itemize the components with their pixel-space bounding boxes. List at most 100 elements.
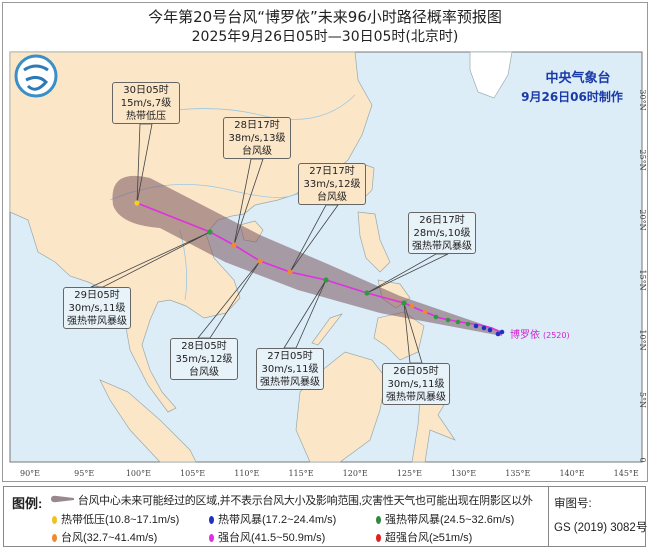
label-leader: [136, 123, 153, 204]
typhoon-track-map: 90°E 95°E 100°E 105°E 110°E 115°E 120°E 125°E 13…: [9, 51, 647, 478]
past-track-point: [465, 321, 471, 327]
past-track-point: [487, 327, 493, 333]
label-leader: [289, 204, 339, 273]
forecast-grade: 强热带风暴级: [412, 241, 472, 252]
typhoon-grade-dot-icon: [376, 534, 381, 543]
lon-label: 110°E: [234, 469, 259, 478]
lon-label: 145°E: [614, 469, 639, 478]
figure-frame: [2, 2, 648, 482]
past-track-point: [422, 309, 428, 315]
lat-label: 5°N: [638, 392, 647, 408]
past-track-point: [495, 331, 501, 337]
label-leader: [366, 253, 449, 294]
forecast-point: [401, 300, 407, 306]
legend-cone-text: 台风中心未来可能经过的区域,并不表示台风大小及影响范围,灾害性天气也可能出现在阴…: [77, 495, 533, 507]
lon-label: 135°E: [505, 469, 530, 478]
review-number-cell: 审图号: GS (2019) 3082号: [548, 487, 648, 546]
typhoon-name-label: 博罗依 (2520): [510, 328, 570, 341]
forecast-point: [231, 242, 237, 248]
palawan-island: [311, 313, 343, 346]
legend-heading: 图例:: [12, 496, 43, 511]
forecast-track: [136, 202, 405, 304]
korea-japan: [469, 51, 513, 99]
probability-cone: [112, 175, 503, 336]
past-track-point: [433, 314, 439, 320]
forecast-wind: 30m/s,11级: [68, 303, 126, 314]
legend-item: 超强台风(≥51m/s): [376, 529, 472, 545]
legend-item: 热带低压(10.8~17.1m/s): [52, 511, 179, 527]
past-track-point: [473, 323, 479, 329]
legend-item: 强热带风暴(24.5~32.6m/s): [376, 511, 514, 527]
forecast-time: 29日05时: [74, 290, 120, 301]
forecast-wind: 30m/s,11级: [387, 379, 445, 390]
typhoon-grade-dot-icon: [52, 516, 57, 525]
lat-label: 15°N: [638, 269, 647, 290]
legend-item-text: 强热带风暴(24.5~32.6m/s): [385, 514, 515, 526]
forecast-time: 30日05时: [123, 85, 169, 96]
forecast-label: 27日17时 33m/s,12级 台风级: [298, 163, 366, 205]
lon-label: 125°E: [397, 469, 422, 478]
axis-labels: 90°E 95°E 100°E 105°E 110°E 115°E 120°E 125°E 13…: [20, 89, 647, 478]
forecast-label: 30日05时 15m/s,7级 热带低压: [112, 82, 180, 124]
lat-label: 10°N: [638, 329, 647, 350]
legend-item-text: 热带风暴(17.2~24.4m/s): [218, 514, 337, 526]
legend-cone: 台风中心未来可能经过的区域,并不表示台风大小及影响范围,灾害性天气也可能出现在阴…: [49, 492, 533, 508]
typhoon-name: 博罗依: [510, 328, 540, 341]
forecast-label: 28日05时 35m/s,12级 台风级: [170, 338, 238, 380]
forecast-wind: 33m/s,12级: [303, 179, 361, 190]
legend-item: 台风(32.7~41.4m/s): [52, 529, 157, 545]
map-subtitle: 2025年9月26日05时—30日05时(北京时): [191, 29, 459, 45]
issuer-name: 中央气象台: [545, 70, 610, 86]
issue-time: 9月26日06时制作: [521, 89, 623, 104]
lon-label: 95°E: [74, 469, 94, 478]
typhoon-grade-dot-icon: [52, 534, 57, 543]
forecast-wind: 38m/s,13级: [228, 133, 286, 144]
lat-label: 0: [638, 457, 647, 462]
forecast-label: 26日05时 30m/s,11级 强热带风暴级: [382, 363, 450, 405]
typhoon-code: (2520): [543, 331, 570, 340]
past-track-point: [499, 329, 505, 335]
forecast-time: 27日17时: [309, 166, 355, 177]
lon-label: 105°E: [180, 469, 205, 478]
forecast-grade: 台风级: [317, 192, 347, 203]
review-label: 审图号:: [554, 498, 592, 510]
forecast-time: 26日05时: [393, 366, 439, 377]
legend-item: 热带风暴(17.2~24.4m/s): [209, 511, 336, 527]
forecast-point: [323, 277, 329, 283]
forecast-label: 28日17时 38m/s,13级 台风级: [223, 117, 291, 159]
legend: 图例: 台风中心未来可能经过的区域,并不表示台风大小及影响范围,灾害性天气也可能…: [3, 486, 648, 547]
forecast-point: [287, 269, 293, 275]
lon-label: 100°E: [126, 469, 151, 478]
label-leader: [233, 158, 264, 246]
past-track-point: [481, 325, 487, 331]
forecast-time: 26日17时: [419, 215, 465, 226]
forecast-label: 29日05时 30m/s,11级 强热带风暴级: [63, 287, 131, 329]
forecast-grade: 台风级: [242, 146, 272, 157]
forecast-wind: 30m/s,11级: [261, 364, 319, 375]
cma-logo: [14, 54, 58, 98]
legend-item-text: 超强台风(≥51m/s): [385, 532, 473, 544]
past-track-point: [445, 317, 451, 323]
forecast-time: 28日17时: [234, 120, 280, 131]
lon-label: 90°E: [20, 469, 40, 478]
forecast-point: [257, 258, 263, 264]
forecast-grade: 强热带风暴级: [67, 316, 127, 327]
past-track-points: [409, 303, 505, 337]
legend-item-text: 热带低压(10.8~17.1m/s): [61, 514, 180, 526]
forecast-point: [207, 229, 213, 235]
lon-label: 120°E: [343, 469, 368, 478]
review-number: GS (2019) 3082号: [554, 522, 648, 534]
legend-item-text: 台风(32.7~41.4m/s): [61, 532, 158, 544]
forecast-time: 28日05时: [181, 341, 227, 352]
cone-swatch-icon: [51, 495, 74, 503]
forecast-point: [364, 290, 370, 296]
forecast-label: 26日17时 28m/s,10级 强热带风暴级: [408, 212, 476, 254]
forecast-grade: 台风级: [189, 367, 219, 378]
forecast-point: [134, 200, 140, 206]
forecast-grade: 强热带风暴级: [260, 377, 320, 388]
past-track-point: [409, 303, 415, 309]
legend-item: 强台风(41.5~50.9m/s): [209, 529, 325, 545]
forecast-wind: 15m/s,7级: [120, 98, 172, 109]
typhoon-grade-dot-icon: [209, 534, 214, 543]
sumatra-island: [99, 379, 197, 463]
